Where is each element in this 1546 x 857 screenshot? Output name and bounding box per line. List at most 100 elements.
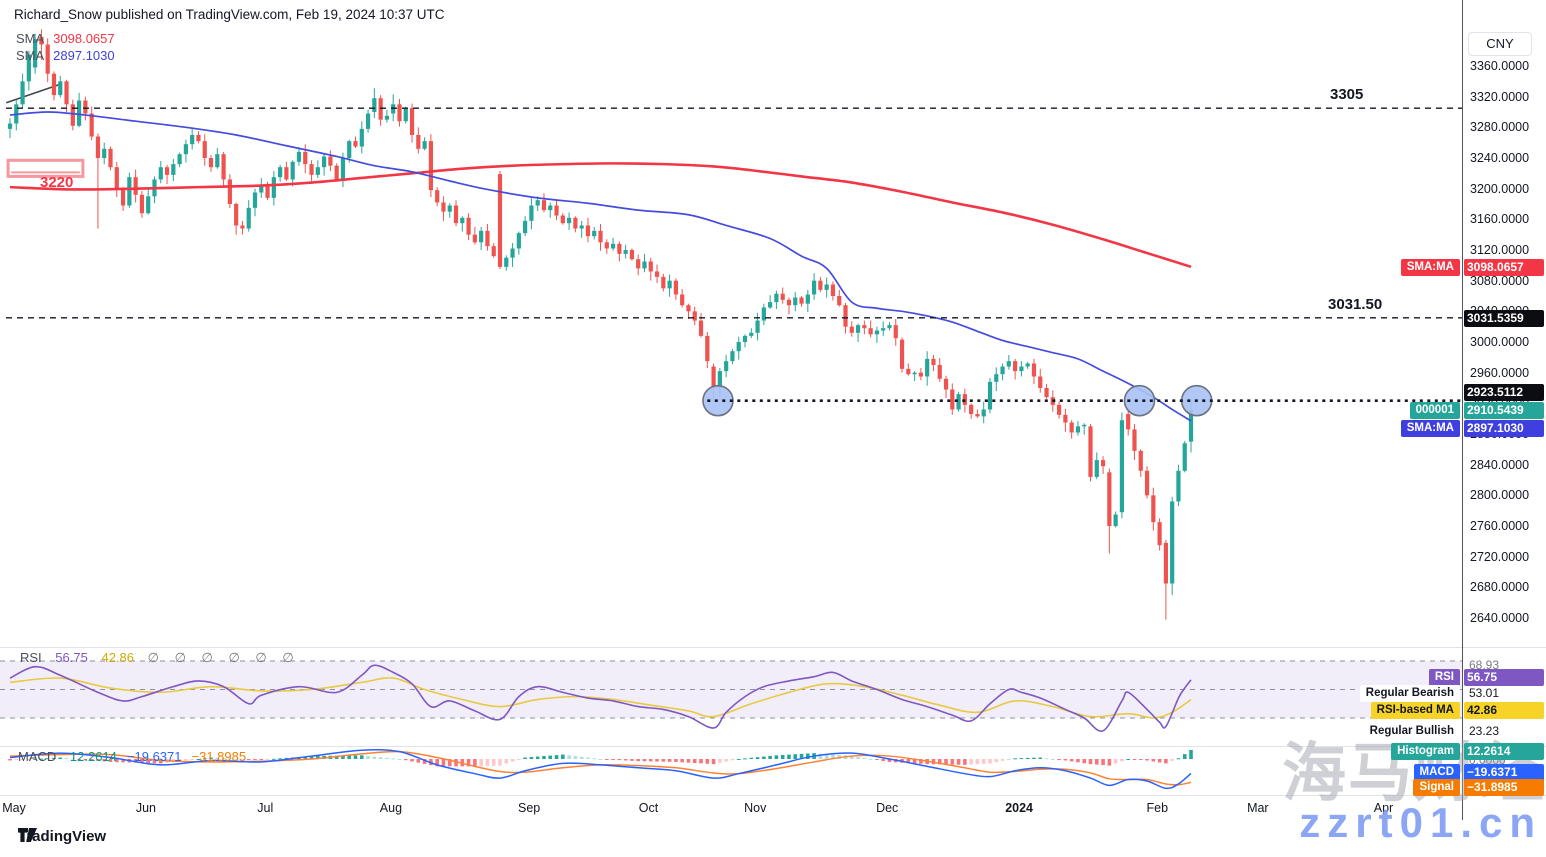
macd-histogram-bar xyxy=(447,759,452,767)
macd-legend-title: MACD xyxy=(18,749,57,764)
candle-body xyxy=(1025,363,1030,367)
macd-histogram-bar xyxy=(1051,759,1055,760)
sma-legend-row[interactable]: SMA 2897.1030 xyxy=(16,47,115,64)
rsi-axis-label-tag: RSI-based MA xyxy=(1370,701,1460,719)
macd-histogram-bar xyxy=(278,758,282,760)
macd-histogram-bar xyxy=(14,759,19,761)
macd-histogram-bar xyxy=(648,759,653,762)
sma-lines-group xyxy=(9,111,1192,422)
candle-body xyxy=(755,320,760,333)
price-axis-label-value: 3098.0657 xyxy=(1464,258,1544,276)
candle-body xyxy=(969,404,974,415)
macd-histogram-bar xyxy=(498,759,502,766)
macd-histogram-bar xyxy=(724,759,728,762)
candles-group xyxy=(7,29,1194,620)
candle-body xyxy=(1132,429,1137,451)
candle-body xyxy=(943,378,949,390)
tradingview-attribution[interactable]: TradingView xyxy=(18,828,106,845)
candle-body xyxy=(221,154,226,180)
macd-histogram-bar xyxy=(108,759,113,762)
macd-histogram-bar xyxy=(1113,759,1118,764)
sma-legend-row[interactable]: SMA 3098.0657 xyxy=(16,30,115,47)
rsi-ma-line xyxy=(9,677,1192,719)
candle-body xyxy=(158,167,163,180)
candle-body xyxy=(33,39,38,68)
candle-body xyxy=(497,174,503,267)
candle-body xyxy=(1188,410,1194,442)
macd-legend[interactable]: MACD 12.2614 −19.6371 −31.8985 xyxy=(18,749,256,764)
macd-histogram-bar xyxy=(787,754,791,759)
candle-body xyxy=(403,108,408,122)
price-axis-label-tag: 000001 xyxy=(1409,401,1460,419)
candle-body xyxy=(1031,363,1037,377)
candle-body xyxy=(365,113,371,129)
time-tick-nov: Nov xyxy=(744,801,767,815)
macd-histogram-bar xyxy=(146,759,151,764)
price-pane-legend[interactable]: SMA 3098.0657 SMA 2897.1030 xyxy=(16,30,115,64)
price-tick-label: 3320.0000 xyxy=(1470,89,1530,104)
candle-body xyxy=(271,177,276,198)
macd-axis-label-value: −19.6371 xyxy=(1464,763,1544,781)
macd-histogram-bar xyxy=(316,755,320,759)
candle-body xyxy=(265,184,270,198)
candle-body xyxy=(673,280,678,295)
macd-histogram-bar xyxy=(661,759,666,762)
candle-body xyxy=(215,154,220,168)
candle-body xyxy=(937,365,942,379)
candle-body xyxy=(893,325,898,339)
candle-body xyxy=(460,217,465,224)
macd-histogram-bar xyxy=(228,758,232,760)
candle-body xyxy=(560,215,565,224)
macd-histogram-bar xyxy=(102,759,107,762)
rsi-legend[interactable]: RSI 56.75 42.86 ∅ ∅ ∅ ∅ ∅ ∅ xyxy=(20,650,310,666)
candle-body xyxy=(981,409,986,417)
rsi-legend-value: 56.75 xyxy=(55,650,88,665)
price-axis-label-value: 3031.5359 xyxy=(1464,309,1544,327)
candle-body xyxy=(786,299,792,306)
price-tick-label: 2680.0000 xyxy=(1470,580,1530,595)
candle-body xyxy=(623,250,628,254)
currency-button[interactable]: CNY xyxy=(1468,32,1532,56)
macd-histogram-bar xyxy=(718,759,722,763)
level-touch-circle[interactable] xyxy=(1123,384,1156,417)
level-touch-circle[interactable] xyxy=(702,384,734,417)
candle-body xyxy=(309,164,314,175)
time-tick-feb: Feb xyxy=(1146,801,1169,815)
macd-histogram-bar xyxy=(272,758,276,760)
macd-histogram-bar xyxy=(347,755,352,759)
macd-histogram-bar xyxy=(856,757,860,759)
macd-histogram-bar xyxy=(1000,759,1005,761)
candle-body xyxy=(604,242,609,249)
macd-axis-label-tag: Signal xyxy=(1413,778,1460,796)
candle-body xyxy=(610,243,616,249)
candle-body xyxy=(692,311,697,321)
candle-body xyxy=(1019,366,1024,372)
candle-body xyxy=(661,276,666,289)
price-tick-label: 3160.0000 xyxy=(1470,212,1530,227)
macd-histogram-bar xyxy=(692,759,697,764)
macd-histogram-bar xyxy=(435,759,439,767)
rsi-axis-label-tag: Regular Bullish xyxy=(1363,722,1460,740)
candle-body xyxy=(1176,470,1181,502)
candle-body xyxy=(906,368,911,375)
macd-histogram-bar xyxy=(1069,759,1074,762)
macd-histogram-bar xyxy=(642,759,647,762)
macd-histogram-bar xyxy=(510,759,515,762)
macd-histogram-bar xyxy=(705,759,710,764)
candle-body xyxy=(1163,542,1168,584)
pivot-level-label: 3031.50 xyxy=(1328,296,1383,313)
macd-histogram-bar xyxy=(655,759,659,762)
candle-body xyxy=(164,167,170,175)
macd-histogram-bar xyxy=(623,759,628,761)
macd-histogram-bar xyxy=(309,756,314,759)
macd-legend-value: −31.8985 xyxy=(191,749,247,764)
candle-body xyxy=(435,190,440,203)
candle-body xyxy=(102,148,107,158)
candle-body xyxy=(378,98,383,120)
candle-body xyxy=(912,372,917,375)
macd-histogram-bar xyxy=(265,759,270,760)
rsi-axis-label-value: 53.01 xyxy=(1466,684,1503,702)
macd-histogram-bar xyxy=(221,758,226,760)
candle-body xyxy=(736,342,741,352)
